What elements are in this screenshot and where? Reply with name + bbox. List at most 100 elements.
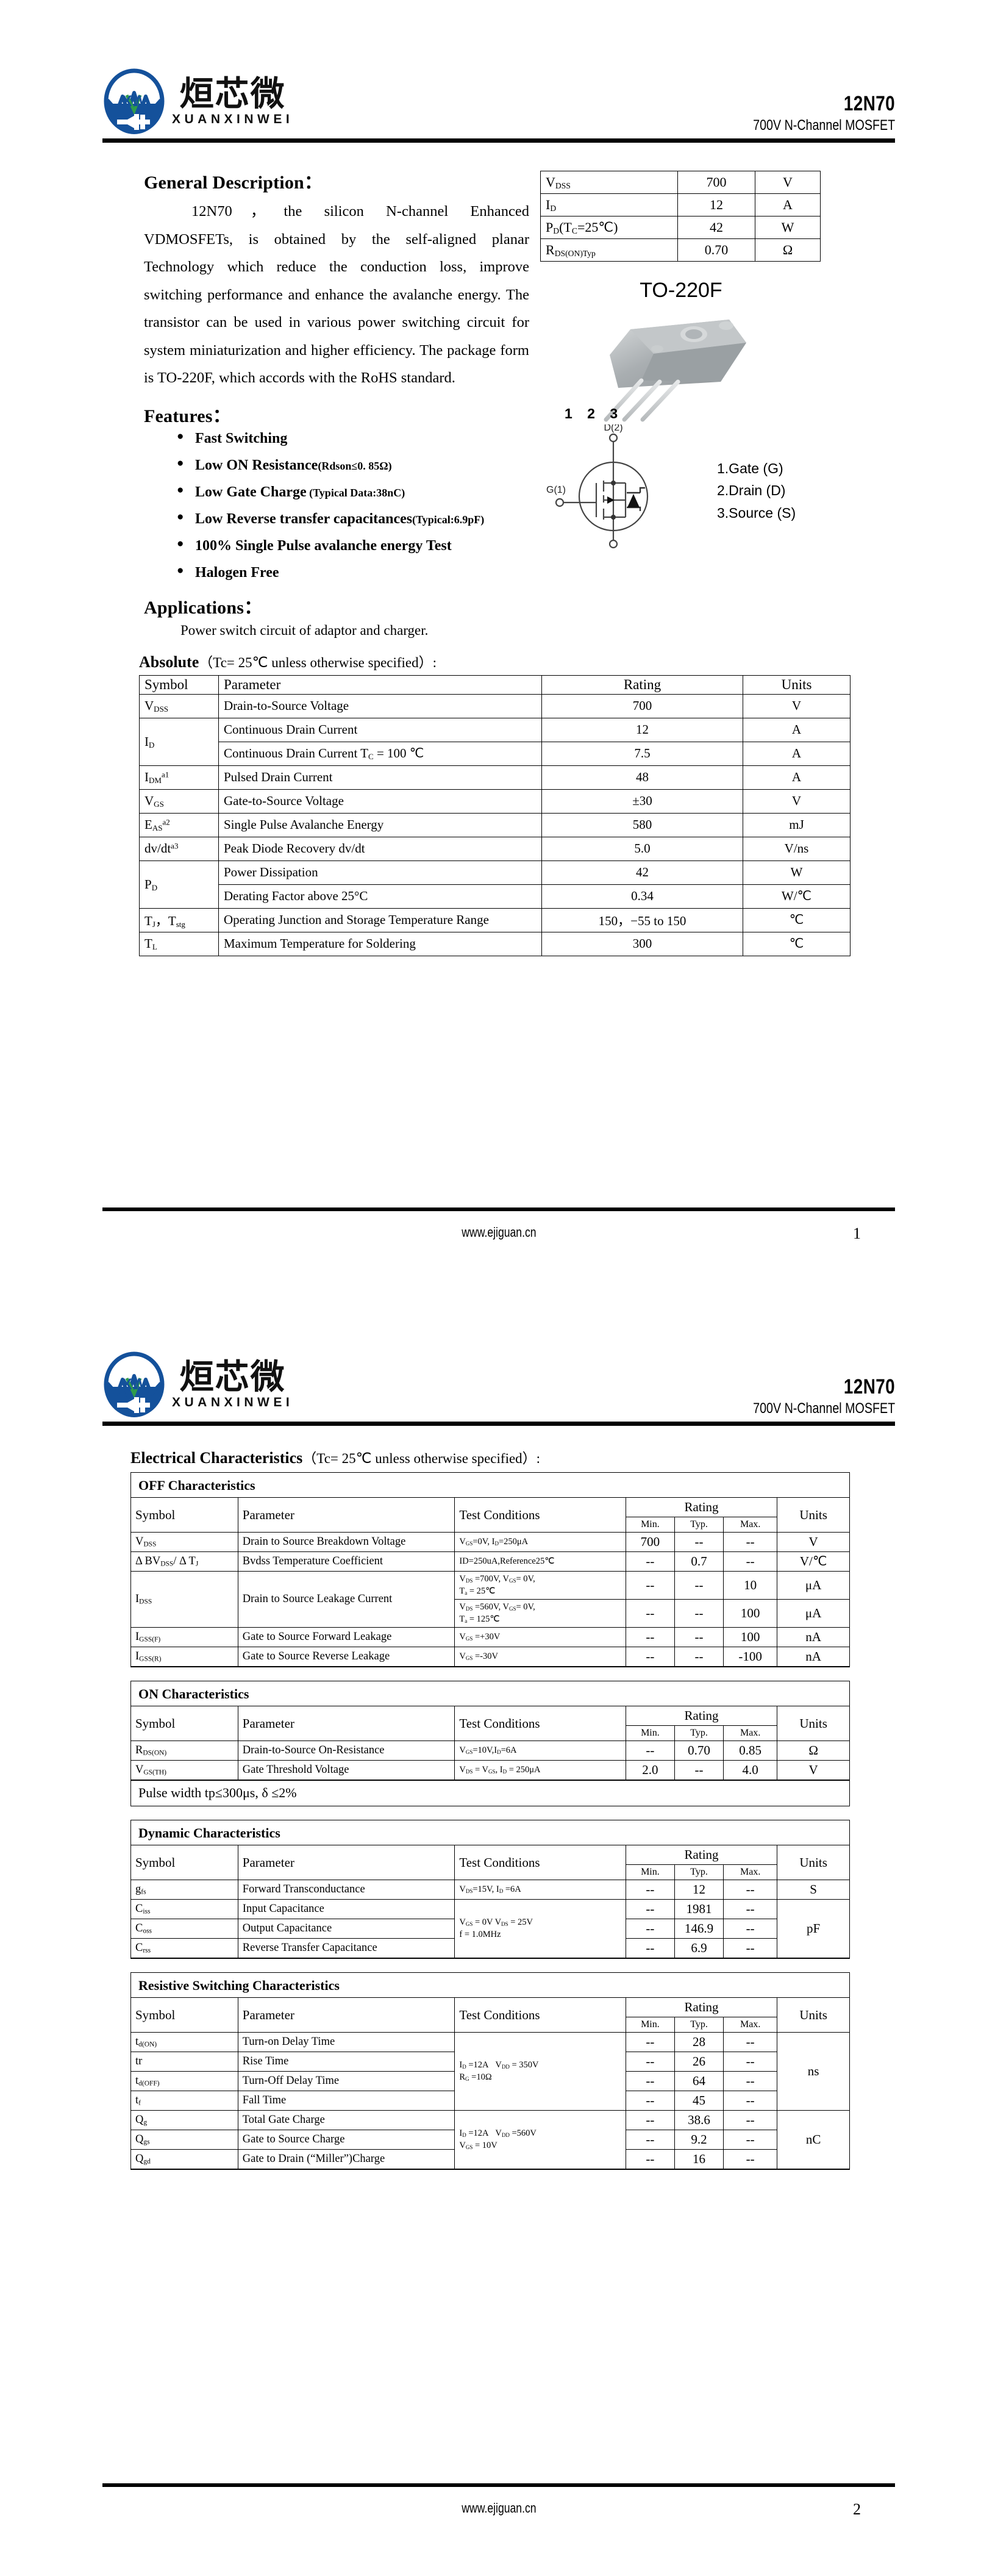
resistive-switching-table: Symbol Parameter Test Conditions Rating … (131, 1997, 849, 2170)
cell-test-conditions: VGS=0V, ID=250μA (454, 1532, 626, 1552)
features-list: Fast Switching Low ON Resistance(Rdson≤0… (144, 431, 529, 580)
mosfet-symbol-area: D(2) G(1) 1.Gate (G) 2.Drain (D) 3.Sourc… (540, 424, 895, 553)
cell-typ: 0.7 (674, 1551, 724, 1572)
cell-symbol: Qgd (131, 2149, 238, 2170)
col-units: Units (743, 674, 851, 695)
cell-parameter: Gate-to-Source Voltage (218, 789, 542, 814)
table-header-row: Min. Typ. Max. (131, 2017, 849, 2033)
cell-parameter: Maximum Temperature for Soldering (218, 931, 542, 956)
cell-units: S (777, 1880, 849, 1900)
col-symbol: Symbol (131, 1845, 238, 1881)
to220f-package-icon (604, 320, 746, 422)
cell-min: -- (625, 1938, 675, 1959)
dynamic-characteristics-table: Symbol Parameter Test Conditions Rating … (131, 1845, 849, 1959)
table-row: Δ BVDSS/ Δ TJ Bvdss Temperature Coeffici… (131, 1551, 849, 1572)
cell-min: -- (625, 2032, 675, 2053)
company-logo: XW 烜芯微 XUANXINWEI (102, 68, 293, 134)
table-row: Continuous Drain Current TC = 100 ℃ 7.5 … (140, 741, 851, 766)
cell-typ: -- (674, 1760, 724, 1781)
col-max: Max. (723, 1864, 777, 1881)
cell-units: V (777, 1760, 849, 1781)
footer-url[interactable]: www.ejiguan.cn (461, 1225, 537, 1240)
cell-max: -100 (723, 1647, 778, 1667)
table-row: Derating Factor above 25°C 0.34 W/℃ (140, 884, 851, 909)
cell-test-conditions: VDS =560V, VGS= 0V, Ta = 125℃ (454, 1599, 626, 1628)
table-row: IGSS(F) Gate to Source Forward Leakage V… (131, 1627, 849, 1648)
col-units: Units (777, 1706, 849, 1742)
table-row: Crss Reverse Transfer Capacitance -- 6.9… (131, 1938, 849, 1959)
company-logo: XW 烜芯微 XUANXINWEI (102, 1351, 293, 1417)
cell-units: V (743, 693, 851, 718)
logo-chinese-name: 烜芯微 (179, 1357, 286, 1397)
cell-rating: 42 (541, 860, 743, 885)
col-test-conditions: Test Conditions (454, 1997, 626, 2033)
cell-units: ℃ (743, 931, 851, 956)
cell-parameter: Forward Transconductance (237, 1880, 455, 1900)
cell-parameter: Drain-to-Source On-Resistance (237, 1741, 455, 1761)
svg-text:D(2): D(2) (604, 424, 622, 433)
cell-parameter: Gate to Source Reverse Leakage (237, 1647, 455, 1667)
table-row: VDS =560V, VGS= 0V, Ta = 125℃ -- -- 100 μ… (131, 1599, 849, 1628)
part-number: 12N70 (843, 92, 895, 116)
col-rating: Rating (625, 1497, 778, 1517)
table-header-row: Symbol Parameter Test Conditions Rating … (131, 1497, 849, 1533)
table-row: tr Rise Time -- 26 -- (131, 2052, 849, 2072)
on-characteristics-table: Symbol Parameter Test Conditions Rating … (131, 1706, 849, 1781)
cell-parameter: Operating Junction and Storage Temperatu… (218, 907, 542, 932)
cell-units: V (743, 789, 851, 814)
table-header-row: Min. Typ. Max. (131, 1725, 849, 1742)
cell-max: 100 (723, 1627, 778, 1648)
cell-min: -- (625, 2071, 675, 2092)
cell-symbol: Crss (131, 1938, 238, 1959)
cell-typ: 26 (674, 2052, 724, 2072)
cell-max: -- (723, 1551, 778, 1572)
cell-parameter: Drain to Source Breakdown Voltage (237, 1532, 455, 1552)
page-1: XW 烜芯微 XUANXINWEI 12N70 700V N-Channel M… (0, 0, 995, 1288)
cell-symbol: VGS (139, 789, 219, 814)
cell-rating: 700 (541, 693, 743, 718)
header-rule (102, 138, 895, 143)
cell-typ: 64 (674, 2071, 724, 2092)
resistive-switching-block: Resistive Switching Characteristics Symb… (130, 1972, 850, 2170)
table-row: dv/dta3 Peak Diode Recovery dv/dt 5.0 V/… (139, 836, 851, 861)
cell-symbol: ID (139, 717, 219, 766)
col-typ: Typ. (674, 2017, 724, 2033)
table-row: td(OFF) Turn-Off Delay Time -- 64 -- (131, 2071, 849, 2092)
summary-symbol: ID (540, 193, 678, 216)
cell-rating: ±30 (541, 789, 743, 814)
cell-test-conditions: VGS=10V,ID=6A (454, 1741, 626, 1761)
cell-test-conditions: VDS=15V, ID =6A (454, 1880, 626, 1900)
table-row: td(ON) Turn-on Delay Time ID =12A VDD = … (131, 2032, 849, 2111)
svg-text:G(1): G(1) (546, 485, 566, 495)
cell-test-conditions: ID=250uA,Reference25℃ (454, 1551, 626, 1572)
cell-max: 0.85 (723, 1741, 778, 1761)
table-row: gfs Forward Transconductance VDS=15V, ID… (131, 1880, 849, 1900)
xuanxinwei-logo-icon: XW (104, 68, 165, 134)
cell-min: -- (625, 2052, 675, 2072)
cell-parameter: Single Pulse Avalanche Energy (218, 812, 542, 837)
col-test-conditions: Test Conditions (454, 1497, 626, 1533)
cell-parameter: Power Dissipation (218, 860, 542, 885)
cell-units: ns (777, 2032, 849, 2111)
cell-test-conditions: ID =12A VDD =560V VGS = 10V (454, 2110, 626, 2170)
table-header-row: Min. Typ. Max. (131, 1864, 849, 1881)
pin-function-list: 1.Gate (G) 2.Drain (D) 3.Source (S) (717, 457, 796, 524)
col-parameter: Parameter (237, 1706, 455, 1742)
cell-symbol: IDSS (131, 1570, 238, 1628)
cell-typ: 16 (674, 2149, 724, 2170)
col-min: Min. (626, 1517, 675, 1533)
table-row: VDSS Drain-to-Source Voltage 700 V (139, 693, 851, 718)
table-row: RDS(ON)Typ 0.70 Ω (540, 238, 821, 262)
cell-units: μA (777, 1599, 849, 1628)
cell-rating: 12 (541, 717, 743, 742)
col-parameter: Parameter (237, 1497, 455, 1533)
cell-parameter: Reverse Transfer Capacitance (237, 1938, 455, 1959)
cell-symbol: IGSS(F) (131, 1627, 238, 1648)
table-header-row: Symbol Parameter Test Conditions Rating … (131, 1845, 849, 1881)
cell-symbol: TJ，Tstg (139, 907, 219, 932)
cell-max: -- (723, 1880, 778, 1900)
col-max: Max. (723, 1517, 777, 1533)
part-subtitle: 700V N-Channel MOSFET (753, 116, 895, 134)
footer-url[interactable]: www.ejiguan.cn (461, 2500, 537, 2516)
table-row: Qgd Gate to Drain (“Miller”)Charge -- 16… (131, 2149, 849, 2170)
